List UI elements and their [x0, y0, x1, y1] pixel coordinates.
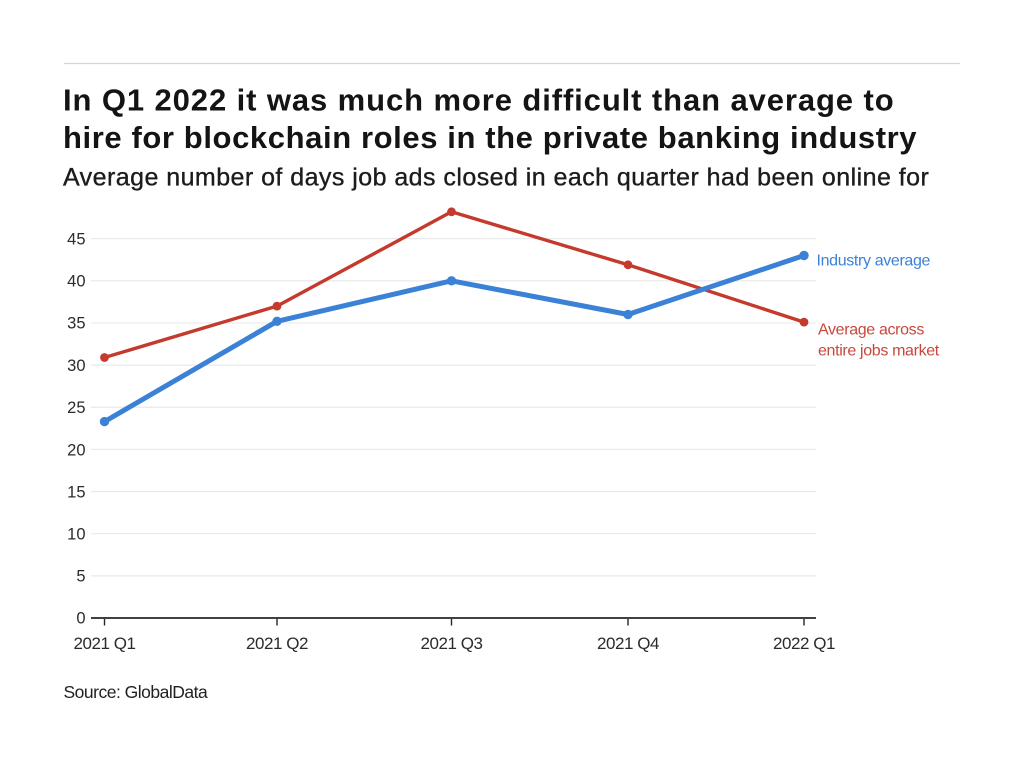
svg-text:2021 Q3: 2021 Q3: [420, 634, 482, 653]
svg-text:30: 30: [67, 357, 85, 375]
svg-text:20: 20: [67, 442, 85, 460]
svg-text:0: 0: [76, 610, 85, 628]
svg-text:2022 Q1: 2022 Q1: [773, 634, 835, 653]
svg-text:10: 10: [67, 526, 85, 544]
svg-text:5: 5: [76, 568, 85, 586]
svg-text:40: 40: [67, 273, 85, 291]
svg-text:In Q1 2022 it was much more di: In Q1 2022 it was much more difficult th…: [63, 83, 895, 118]
svg-text:45: 45: [67, 231, 85, 249]
svg-text:35: 35: [67, 315, 85, 333]
svg-text:2021 Q2: 2021 Q2: [246, 634, 308, 653]
svg-text:2021 Q1: 2021 Q1: [73, 634, 135, 653]
svg-text:15: 15: [67, 484, 85, 502]
svg-text:Average across: Average across: [818, 322, 924, 339]
svg-text:2021 Q4: 2021 Q4: [597, 634, 659, 653]
svg-text:25: 25: [67, 399, 85, 417]
svg-text:Industry average: Industry average: [817, 253, 931, 270]
svg-text:entire jobs market: entire jobs market: [818, 343, 940, 360]
svg-text:Average number of days job ads: Average number of days job ads closed in…: [63, 164, 929, 192]
svg-text:Source: GlobalData: Source: GlobalData: [64, 682, 208, 702]
svg-text:hire for blockchain roles in t: hire for blockchain roles in the private…: [63, 120, 917, 155]
